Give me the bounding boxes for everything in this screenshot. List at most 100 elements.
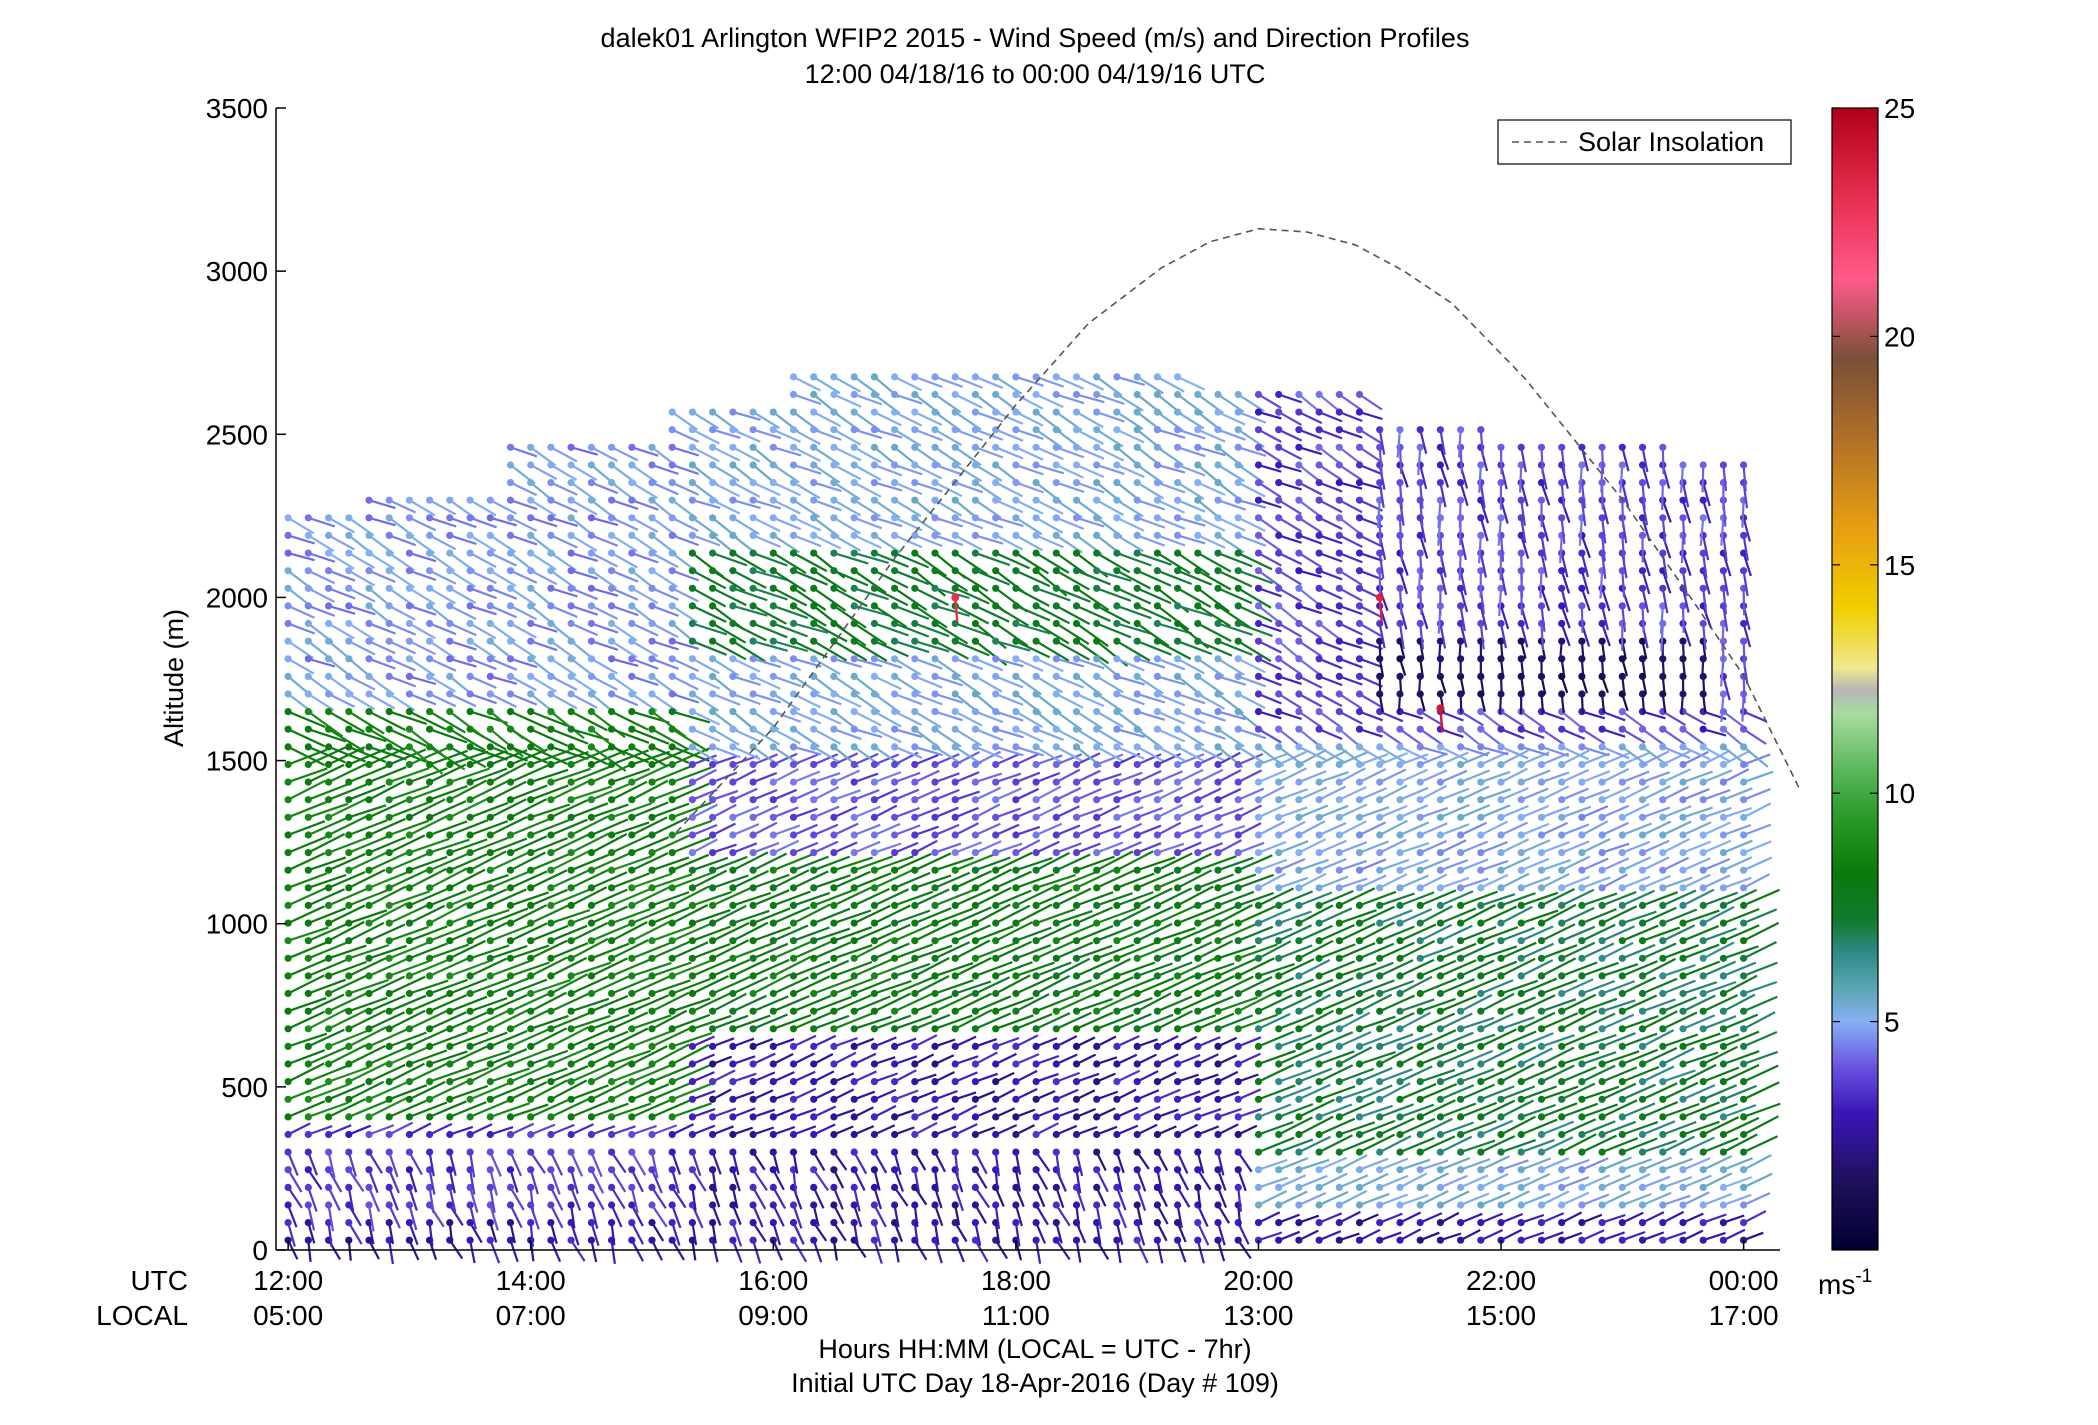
wind-barb-shaft [489, 516, 518, 527]
wind-barb-shaft [307, 1083, 349, 1101]
wind-barb-point [628, 778, 636, 786]
wind-barb-point [587, 479, 596, 487]
wind-barb-point [769, 937, 777, 945]
wind-barb-point [567, 972, 575, 980]
wind-barb-shaft [550, 780, 590, 801]
wind-barb-point [1032, 373, 1040, 381]
wind-barb-shaft [914, 1105, 939, 1118]
wind-barb-shaft [691, 869, 728, 889]
wind-barb-point [668, 849, 676, 857]
wind-barb-point [911, 866, 919, 874]
wind-barb-point [1032, 1113, 1040, 1121]
wind-barb-point [931, 796, 939, 804]
wind-barb-shaft [671, 801, 712, 819]
wind-barb-shaft [914, 852, 952, 872]
wind-barb-shaft [692, 890, 733, 907]
wind-barb-shaft [772, 710, 802, 723]
wind-barb-point [911, 831, 919, 839]
wind-barb-point [587, 796, 596, 804]
wind-barb-shaft [489, 870, 530, 889]
wind-barb-point [304, 901, 312, 910]
wind-barb-shaft [590, 1080, 629, 1101]
wind-barb-shaft [691, 587, 727, 608]
wind-barb-point [506, 901, 515, 910]
wind-barb-point [971, 672, 980, 681]
wind-barb-point [1234, 989, 1242, 998]
wind-barb-point [830, 1078, 838, 1086]
wind-barb-point [1153, 637, 1161, 645]
wind-barb-point [810, 708, 818, 716]
wind-barb-point [1214, 1042, 1222, 1050]
wind-barb-point [1174, 443, 1182, 451]
wind-barb-shaft [550, 908, 591, 925]
wind-barb-point [1254, 1219, 1263, 1227]
wind-barb-point [567, 637, 575, 645]
wind-barb-shaft [409, 855, 448, 872]
wind-barb-point [1254, 778, 1263, 786]
wind-barb-shaft [307, 873, 347, 889]
wind-barb-shaft [388, 801, 429, 819]
wind-barb-shaft [752, 1221, 767, 1243]
wind-barb-shaft [469, 957, 508, 977]
wind-barb-shaft [954, 771, 980, 784]
wind-barb-point [1335, 1025, 1343, 1033]
wind-barb-shaft [812, 1239, 823, 1263]
wind-barb-point [1012, 514, 1020, 522]
wind-barb-shaft [368, 1028, 408, 1048]
wind-barb-shaft [1015, 975, 1053, 995]
wind-barb-point [1194, 567, 1202, 575]
wind-barb-point [668, 989, 676, 998]
wind-barb-point [304, 849, 312, 857]
wind-barb-shaft [732, 745, 761, 761]
wind-barb-point [1174, 760, 1182, 769]
wind-barb-point [345, 778, 353, 786]
wind-barb-point [608, 1007, 616, 1015]
wind-barb-point [567, 690, 575, 698]
wind-barb-point [567, 1201, 575, 1209]
wind-barb-point [547, 884, 555, 892]
wind-barb-shaft [671, 1186, 687, 1209]
wind-barb-shaft [570, 886, 608, 907]
wind-barb-point [810, 831, 818, 839]
wind-barb-point [426, 655, 434, 663]
wind-barb-point [1153, 390, 1161, 399]
wind-barb-point [1072, 937, 1081, 945]
wind-barb-shaft [651, 925, 693, 942]
wind-barb-point [769, 866, 777, 874]
wind-barb-point [1133, 919, 1141, 927]
wind-barb-shaft [712, 1014, 749, 1030]
wind-barb-point [648, 690, 656, 698]
wind-barb-shaft [367, 1222, 375, 1245]
wind-barb-point [830, 619, 838, 628]
wind-barb-point [1032, 760, 1040, 769]
wind-barb-shaft [1015, 393, 1044, 410]
wind-barb-point [1194, 989, 1202, 998]
wind-barb-shaft [732, 942, 773, 960]
wind-barb-point [1174, 584, 1182, 592]
wind-barb-point [911, 655, 919, 663]
wind-barb-point [749, 954, 757, 962]
wind-barb-point [931, 1219, 939, 1227]
wind-barb-point [345, 1166, 353, 1174]
wind-barb-point [304, 760, 312, 769]
wind-barb-point [749, 1113, 757, 1121]
wind-barb-point [992, 1042, 1000, 1050]
wind-barb-point [951, 884, 959, 892]
wind-barb-shaft [530, 552, 557, 571]
wind-barb-point [1194, 884, 1202, 892]
wind-barb-point [608, 1095, 616, 1103]
wind-barb-point [769, 1219, 777, 1227]
wind-barb-point [1093, 937, 1101, 945]
wind-barb-point [1315, 1095, 1323, 1103]
wind-barb-point [688, 1060, 697, 1068]
wind-barb-shaft [469, 1099, 510, 1118]
wind-barb-point [587, 725, 596, 733]
wind-barb-shaft [974, 657, 1004, 672]
wind-barb-shaft [550, 924, 588, 942]
wind-barb-shaft [692, 1107, 716, 1118]
wind-barb-shaft [368, 923, 406, 942]
wind-barb-shaft [752, 889, 790, 907]
wind-barb-point [789, 655, 798, 663]
wind-barb-shaft [631, 872, 673, 889]
wind-barb-shaft [671, 710, 711, 724]
